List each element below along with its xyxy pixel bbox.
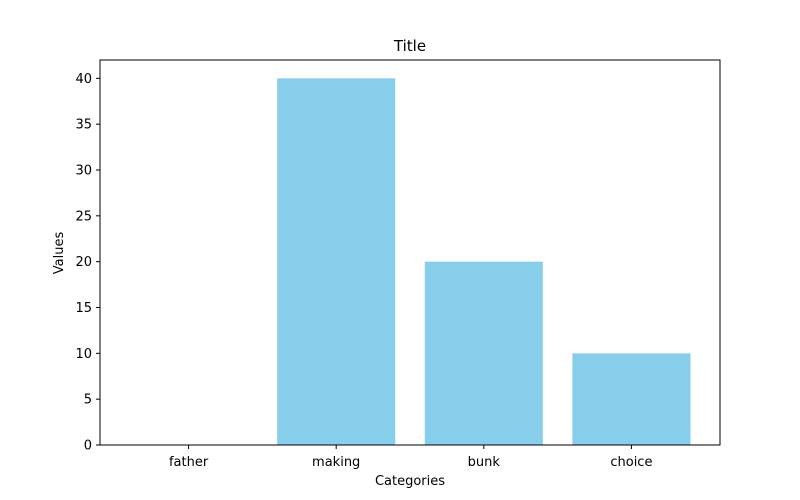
x-tick-label: father xyxy=(169,455,209,470)
y-tick-label: 0 xyxy=(84,439,92,454)
y-tick-label: 25 xyxy=(75,209,92,224)
x-axis-label: Categories xyxy=(375,474,445,489)
y-tick-label: 15 xyxy=(75,301,92,316)
bar-making xyxy=(277,78,396,445)
plot-frame xyxy=(99,59,721,446)
y-axis-ticks: 0 5 10 15 20 25 30 35 40 xyxy=(75,72,100,454)
x-axis-ticks: father making bunk choice xyxy=(169,445,652,470)
chart-title: Title xyxy=(393,37,426,55)
x-tick-label: bunk xyxy=(468,455,501,470)
y-axis-label: Values xyxy=(52,232,67,275)
y-tick-label: 30 xyxy=(75,164,92,179)
y-tick-label: 5 xyxy=(84,393,92,408)
x-tick-label: making xyxy=(312,455,360,470)
bar-choice xyxy=(572,353,691,445)
y-tick-label: 35 xyxy=(75,118,92,133)
bars-group xyxy=(277,78,691,445)
y-tick-label: 10 xyxy=(75,347,92,362)
y-tick-label: 20 xyxy=(75,255,92,270)
x-tick-label: choice xyxy=(610,455,652,470)
bar-bunk xyxy=(424,261,543,445)
y-tick-label: 40 xyxy=(75,72,92,87)
